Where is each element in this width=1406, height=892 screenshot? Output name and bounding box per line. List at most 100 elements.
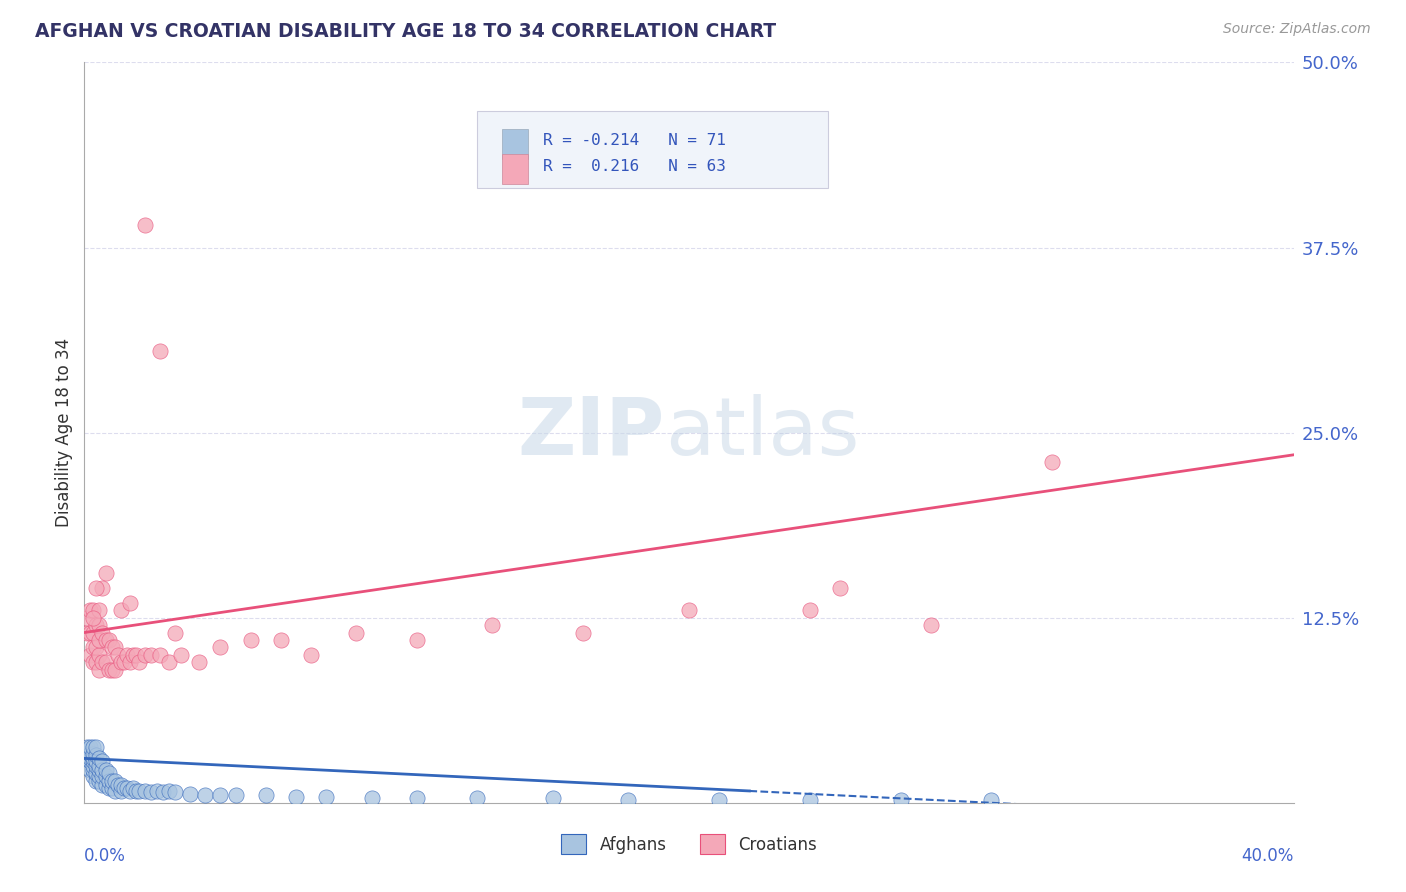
- Point: [76, 739, 98, 754]
- Point: [678, 603, 700, 617]
- Point: [89, 758, 111, 772]
- Point: [139, 648, 162, 662]
- Point: [79, 648, 101, 662]
- Text: AFGHAN VS CROATIAN DISABILITY AGE 18 TO 34 CORRELATION CHART: AFGHAN VS CROATIAN DISABILITY AGE 18 TO …: [35, 22, 776, 41]
- Point: [97, 632, 120, 647]
- Point: [100, 780, 122, 795]
- Point: [91, 763, 114, 777]
- Text: 0.0%: 0.0%: [84, 847, 127, 865]
- Point: [121, 780, 143, 795]
- Point: [94, 655, 117, 669]
- Point: [346, 625, 368, 640]
- Point: [165, 625, 187, 640]
- Point: [1040, 455, 1063, 469]
- Point: [79, 747, 101, 761]
- Legend: Afghans, Croatians: Afghans, Croatians: [554, 828, 824, 861]
- Point: [107, 648, 129, 662]
- Point: [112, 655, 135, 669]
- Point: [94, 778, 117, 792]
- Point: [91, 778, 114, 792]
- Point: [82, 655, 104, 669]
- Point: [134, 648, 156, 662]
- Point: [94, 566, 117, 581]
- Point: [139, 785, 162, 799]
- Point: [82, 610, 104, 624]
- Point: [110, 603, 132, 617]
- Text: ZIP: ZIP: [517, 393, 665, 472]
- Point: [97, 663, 120, 677]
- Point: [709, 793, 731, 807]
- Point: [86, 640, 108, 655]
- Point: [830, 581, 852, 595]
- Point: [112, 780, 135, 795]
- Point: [86, 773, 108, 788]
- Point: [467, 791, 489, 805]
- Point: [82, 603, 104, 617]
- Point: [225, 789, 247, 803]
- Point: [285, 789, 308, 804]
- Point: [125, 648, 148, 662]
- Point: [82, 758, 104, 772]
- Point: [82, 625, 104, 640]
- Point: [79, 755, 101, 769]
- Point: [152, 785, 174, 799]
- Point: [82, 739, 104, 754]
- FancyBboxPatch shape: [502, 154, 529, 184]
- Point: [94, 632, 117, 647]
- Point: [115, 648, 138, 662]
- Point: [134, 784, 156, 798]
- Text: R =  0.216   N = 63: R = 0.216 N = 63: [543, 159, 725, 174]
- Point: [100, 640, 122, 655]
- Text: Source: ZipAtlas.com: Source: ZipAtlas.com: [1223, 22, 1371, 37]
- Point: [104, 663, 127, 677]
- Point: [97, 773, 120, 788]
- Point: [86, 618, 108, 632]
- Point: [82, 755, 104, 769]
- Point: [406, 791, 429, 805]
- Point: [541, 791, 564, 805]
- Point: [89, 773, 111, 788]
- Point: [118, 655, 141, 669]
- Point: [572, 625, 595, 640]
- Point: [86, 581, 108, 595]
- Point: [82, 747, 104, 761]
- Point: [86, 755, 108, 769]
- Point: [146, 784, 169, 798]
- Point: [86, 758, 108, 772]
- Point: [100, 773, 122, 788]
- Point: [121, 648, 143, 662]
- Point: [89, 618, 111, 632]
- Point: [89, 648, 111, 662]
- Y-axis label: Disability Age 18 to 34: Disability Age 18 to 34: [55, 338, 73, 527]
- Point: [165, 785, 187, 799]
- Point: [91, 581, 114, 595]
- Point: [104, 773, 127, 788]
- Point: [76, 625, 98, 640]
- Point: [115, 780, 138, 795]
- Point: [920, 618, 942, 632]
- Point: [100, 663, 122, 677]
- Point: [86, 739, 108, 754]
- Point: [118, 596, 141, 610]
- Point: [270, 632, 292, 647]
- Point: [149, 344, 172, 359]
- Point: [89, 603, 111, 617]
- Point: [91, 755, 114, 769]
- Point: [79, 739, 101, 754]
- Point: [79, 625, 101, 640]
- FancyBboxPatch shape: [478, 111, 828, 188]
- Point: [82, 751, 104, 765]
- Point: [89, 763, 111, 777]
- Point: [481, 618, 503, 632]
- Point: [149, 648, 172, 662]
- Point: [107, 778, 129, 792]
- Point: [980, 793, 1002, 807]
- Point: [79, 603, 101, 617]
- Point: [179, 787, 201, 801]
- Point: [82, 640, 104, 655]
- Point: [360, 791, 382, 805]
- Point: [79, 751, 101, 765]
- Point: [79, 763, 101, 777]
- Point: [209, 789, 232, 803]
- Point: [799, 793, 821, 807]
